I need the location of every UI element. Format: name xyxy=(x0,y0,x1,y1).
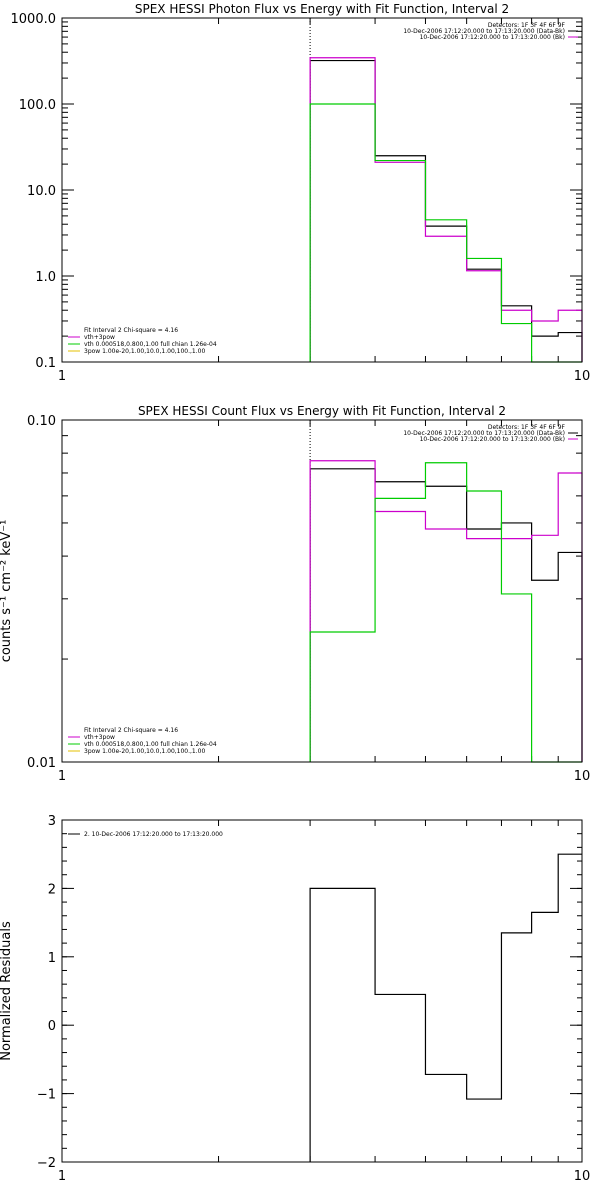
x-tick-label: 1 xyxy=(58,769,66,784)
y-tick-label: 0.10 xyxy=(27,414,56,429)
legend-entry: vth 0.000518,0.800,1.00 full chian 1.26e… xyxy=(84,741,217,748)
series-1-step-line xyxy=(309,57,583,362)
chart-title: SPEX HESSI Count Flux vs Energy with Fit… xyxy=(138,404,506,418)
y-axis-label: Normalized Residuals xyxy=(0,921,14,1061)
legend-entry: vth+3pow xyxy=(84,334,115,341)
legend-entry: Detectors: 1F 3F 4F 6F 9F xyxy=(488,22,566,29)
legend-entry: Fit Interval 2 Chi-square = 4.16 xyxy=(84,727,178,734)
x-tick-label: 10 xyxy=(574,369,591,384)
y-tick-label: 2 xyxy=(48,882,56,897)
y-axis-label: counts s⁻¹ cm⁻² keV⁻¹ xyxy=(0,520,14,663)
y-tick-label: 10.0 xyxy=(27,184,56,199)
series-0-step-line xyxy=(309,853,582,1162)
x-tick-label: 10 xyxy=(574,769,591,784)
legend-entry: Detectors: 1F 3F 4F 6F 9F xyxy=(488,424,566,431)
x-tick-label: 1 xyxy=(58,1169,66,1184)
legend-entry: vth 0.000518,0.800,1.00 full chian 1.26e… xyxy=(84,341,217,348)
x-tick-label: 1 xyxy=(58,369,66,384)
series-0-step-line xyxy=(309,468,583,762)
series-2-step-line xyxy=(309,462,582,763)
y-tick-label: 100.0 xyxy=(19,98,56,113)
y-tick-label: 0.1 xyxy=(35,356,56,371)
legend-entry: 10-Dec-2006 17:12:20.000 to 17:13:20.000… xyxy=(420,436,565,443)
count-flux-panel: SPEX HESSI Count Flux vs Energy with Fit… xyxy=(0,404,590,784)
legend-entry: 3pow 1.00e-20,1.00,10.0,1.00,100.,1.00 xyxy=(84,348,205,355)
legend-entry: 10-Dec-2006 17:12:20.000 to 17:13:20.000… xyxy=(403,28,565,35)
y-tick-label: −1 xyxy=(37,1088,56,1103)
y-tick-label: 0 xyxy=(48,1019,56,1034)
photon-flux-panel: SPEX HESSI Photon Flux vs Energy with Fi… xyxy=(11,2,591,384)
legend-entry: 10-Dec-2006 17:12:20.000 to 17:13:20.000… xyxy=(403,430,565,437)
legend-entry: Fit Interval 2 Chi-square = 4.16 xyxy=(84,327,178,334)
legend-entry: vth+3pow xyxy=(84,734,115,741)
residuals-panel: Normalized Residuals 1 10 −2 −1 0 1 2 3 2. 10-Dec… xyxy=(0,814,590,1184)
legend-entry: 3pow 1.00e-20,1.00,10.0,1.00,100.,1.00 xyxy=(84,748,205,755)
legend-entry: 10-Dec-2006 17:12:20.000 to 17:13:20.000… xyxy=(420,34,565,41)
plot-frame xyxy=(61,419,583,763)
chart-title: SPEX HESSI Photon Flux vs Energy with Fi… xyxy=(135,2,509,16)
y-tick-label: 1000.0 xyxy=(11,12,57,27)
x-tick-label: 10 xyxy=(574,1169,591,1184)
y-tick-label: 0.01 xyxy=(27,756,56,771)
series-2-step-line xyxy=(309,103,582,363)
plot-frame xyxy=(61,17,583,363)
legend-entry: 2. 10-Dec-2006 17:12:20.000 to 17:13:20.… xyxy=(84,831,223,838)
y-tick-label: 3 xyxy=(48,814,56,829)
y-tick-label: 1.0 xyxy=(35,270,56,285)
y-tick-label: 1 xyxy=(48,951,56,966)
series-1-step-line xyxy=(309,460,583,762)
plot-frame xyxy=(61,819,583,1163)
y-tick-label: −2 xyxy=(37,1156,56,1171)
series-0-step-line xyxy=(309,59,583,362)
